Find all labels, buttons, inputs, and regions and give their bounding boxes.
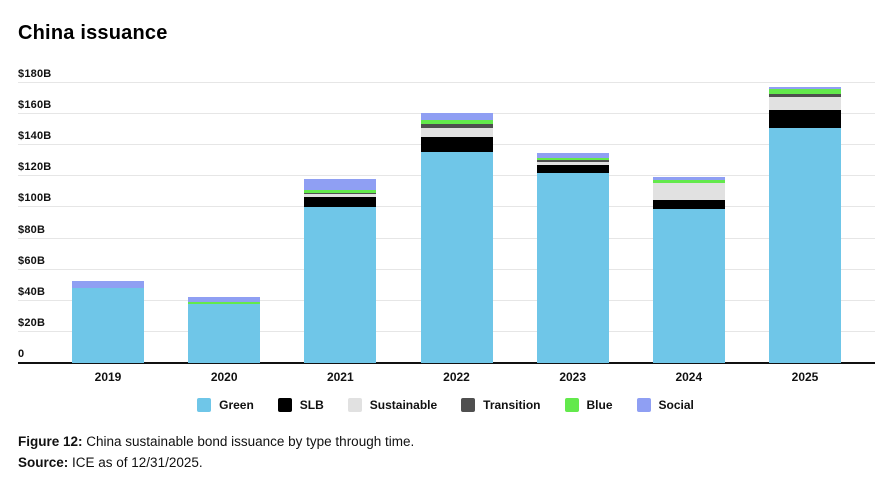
bar-segment-transition-2023 [536, 160, 609, 163]
bar-segment-social-2022 [420, 113, 493, 121]
bar-segment-sustainable-2023 [536, 162, 609, 165]
source-label: Source: [18, 455, 69, 470]
bar-segment-blue-2023 [536, 157, 609, 160]
legend-item-transition: Transition [461, 398, 541, 412]
bar-segment-green-2020 [188, 303, 261, 363]
bar-segment-sustainable-2024 [652, 182, 725, 201]
bar-segment-sustainable-2022 [420, 128, 493, 138]
x-axis-line [18, 362, 875, 364]
bar-segment-blue-2024 [652, 180, 725, 183]
legend-item-green: Green [197, 398, 254, 412]
bar-segment-green-2022 [420, 152, 493, 363]
legend: Green SLB Sustainable Transition Blue Social [0, 398, 891, 412]
legend-label-transition: Transition [483, 398, 541, 412]
legend-item-social: Social [636, 398, 694, 412]
figure-caption-text: China sustainable bond issuance by type … [82, 434, 415, 449]
legend-label-blue: Blue [586, 398, 613, 412]
chart-title: China issuance [18, 22, 168, 44]
bar-segment-social-2024 [652, 177, 725, 181]
bar-segment-sustainable-2021 [304, 194, 377, 197]
bar-segment-blue-2021 [304, 189, 377, 193]
figure-caption: Figure 12: China sustainable bond issuan… [18, 431, 414, 452]
ytick-label-20: $20B [18, 316, 46, 329]
legend-label-social: Social [658, 398, 694, 412]
xtick-label-2023: 2023 [559, 370, 587, 384]
source-line: Source: ICE as of 12/31/2025. [18, 452, 414, 473]
bar-segment-social-2020 [188, 296, 261, 303]
bar-segment-sustainable-2025 [769, 97, 841, 111]
bar-segment-green-2021 [304, 207, 377, 363]
legend-swatch-slb [277, 398, 292, 412]
ytick-label-0: 0 [18, 348, 25, 360]
bar-segment-transition-2022 [420, 124, 493, 129]
legend-item-blue: Blue [564, 398, 613, 412]
bar-segment-green-2024 [652, 209, 725, 363]
bar-segment-slb-2025 [769, 110, 841, 129]
bar-segment-slb-2023 [536, 164, 609, 174]
ytick-label-40: $40B [18, 285, 46, 298]
legend-label-sustainable: Sustainable [369, 398, 438, 412]
bar-segment-transition-2025 [769, 93, 841, 97]
bar-segment-social-2019 [72, 280, 144, 289]
bar-segment-blue-2020 [188, 302, 261, 304]
figure-label: Figure 12: [18, 434, 83, 449]
legend-swatch-transition [461, 398, 476, 412]
ytick-label-60: $60B [18, 254, 46, 267]
xtick-label-2025: 2025 [791, 370, 819, 384]
legend-swatch-blue [564, 398, 579, 412]
ytick-label-100: $100B [18, 192, 52, 205]
bar-segment-blue-2022 [420, 120, 493, 125]
legend-item-slb: SLB [277, 398, 324, 412]
bar-segment-blue-2025 [769, 89, 841, 94]
bar-segment-social-2023 [536, 153, 609, 158]
ytick-label-160: $160B [18, 99, 52, 112]
xtick-label-2020: 2020 [210, 370, 238, 384]
gridline-180 [18, 82, 875, 83]
figure-footer: Figure 12: China sustainable bond issuan… [18, 431, 414, 473]
bar-segment-transition-2021 [304, 192, 377, 195]
bar-segment-slb-2021 [304, 196, 377, 208]
ytick-label-80: $80B [18, 223, 46, 236]
xtick-label-2024: 2024 [675, 370, 703, 384]
legend-label-slb: SLB [299, 398, 324, 412]
xtick-label-2019: 2019 [94, 370, 122, 384]
xtick-label-2022: 2022 [443, 370, 470, 384]
source-text: ICE as of 12/31/2025. [68, 455, 203, 470]
bar-segment-slb-2022 [420, 137, 493, 153]
bar-segment-green-2019 [72, 288, 144, 363]
xtick-label-2021: 2021 [326, 370, 354, 384]
legend-swatch-sustainable [347, 398, 362, 412]
legend-label-green: Green [219, 398, 254, 412]
bar-segment-social-2021 [304, 178, 377, 190]
bar-segment-green-2025 [769, 128, 841, 363]
plot-area: 0 $20B $40B $60B $80B $100B $120B $140B $160B $18… [18, 68, 875, 384]
bar-segment-green-2023 [536, 173, 609, 363]
legend-swatch-social [636, 398, 651, 412]
bar-segment-slb-2024 [652, 200, 725, 209]
ytick-label-140: $140B [18, 130, 52, 143]
ytick-label-180: $180B [18, 68, 52, 80]
bar-segment-social-2025 [769, 86, 841, 90]
legend-swatch-green [197, 398, 212, 412]
ytick-label-120: $120B [18, 161, 52, 174]
legend-item-sustainable: Sustainable [347, 398, 438, 412]
